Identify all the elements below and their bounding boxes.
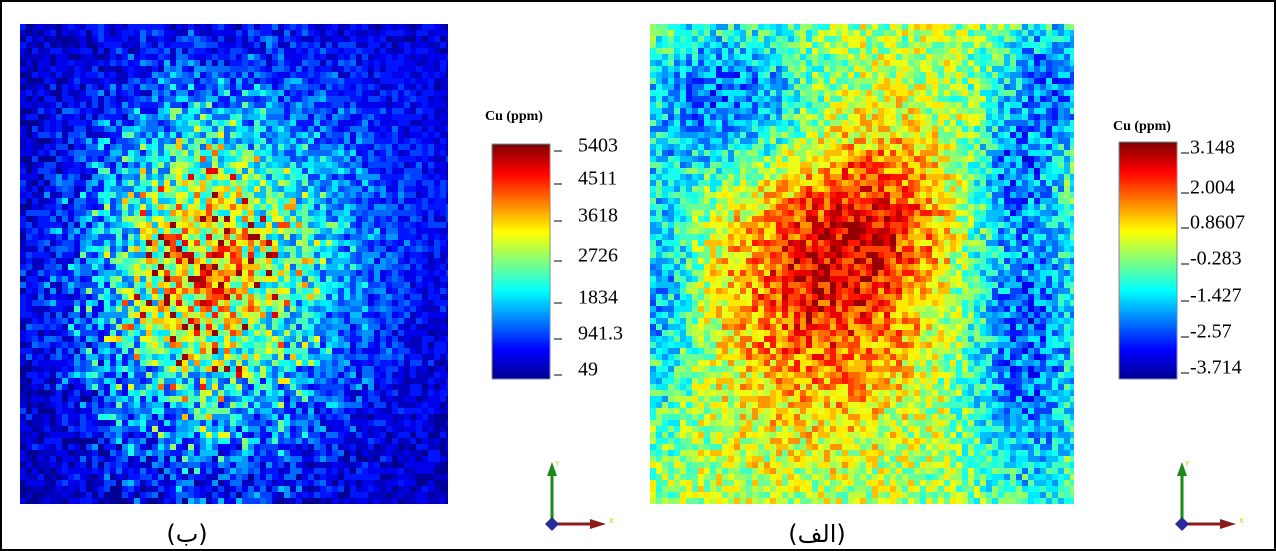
axis-y-label: Y: [1184, 460, 1190, 468]
heatmap-cells: [80, 102, 332, 462]
heatmap-cells: [758, 162, 920, 360]
tick-label: 4511: [578, 168, 617, 190]
axis-y-label: Y: [554, 460, 560, 468]
axis-x-label: X: [1239, 517, 1244, 525]
heatmap-cells: [722, 132, 950, 438]
tick-label: 1834: [578, 287, 618, 309]
heatmap-cells: [770, 186, 902, 348]
tick-label: -2.57: [1190, 321, 1232, 343]
tick-label: 941.3: [578, 323, 623, 345]
tick-label: 2726: [578, 245, 618, 267]
heatmap: [20, 24, 448, 504]
tick-label: -0.283: [1190, 248, 1242, 270]
heatmap-cells: [710, 96, 956, 474]
heatmap-cells: [650, 24, 1074, 504]
panel-label: (الف): [788, 520, 846, 548]
origin: [1175, 517, 1189, 531]
colorbar: [1118, 141, 1178, 380]
heatmap-cells: [788, 204, 896, 324]
tick-label: 0.8607: [1190, 212, 1245, 234]
heatmap-cells: [650, 24, 1004, 504]
heatmap-cells: [116, 138, 314, 420]
heatmap-cells: [650, 24, 1074, 504]
colorbar-title: Cu (ppm): [485, 109, 543, 124]
tick-label: -3.714: [1190, 357, 1242, 379]
heatmap-cells: [752, 150, 932, 384]
tick-label: -1.427: [1190, 285, 1242, 307]
arrow-x: [590, 519, 606, 529]
tick-label: 2.004: [1190, 177, 1235, 199]
arrow-x: [1220, 519, 1236, 529]
colorbar: [491, 143, 551, 380]
heatmap-cells: [104, 132, 320, 432]
heatmap: [650, 24, 1074, 504]
heatmap-cells: [650, 24, 1074, 486]
tick-label: 3618: [578, 205, 618, 227]
colorbar-title: Cu (ppm): [1113, 119, 1171, 134]
heatmap-cells: [86, 102, 338, 450]
heatmap-cells: [146, 144, 308, 366]
axis-x-label: X: [609, 517, 614, 525]
tick-label: 3.148: [1190, 137, 1235, 159]
heatmap-cells: [134, 198, 278, 372]
tick-label: 49: [578, 359, 598, 381]
arrow-y: [1177, 462, 1187, 476]
origin: [545, 517, 559, 531]
tick-label: 5403: [578, 135, 618, 157]
heatmap-cells: [650, 24, 1074, 498]
arrow-y: [547, 462, 557, 476]
heatmap-cells: [74, 90, 356, 474]
heatmap-cells: [728, 138, 944, 408]
panel-label: (ب): [166, 520, 207, 548]
